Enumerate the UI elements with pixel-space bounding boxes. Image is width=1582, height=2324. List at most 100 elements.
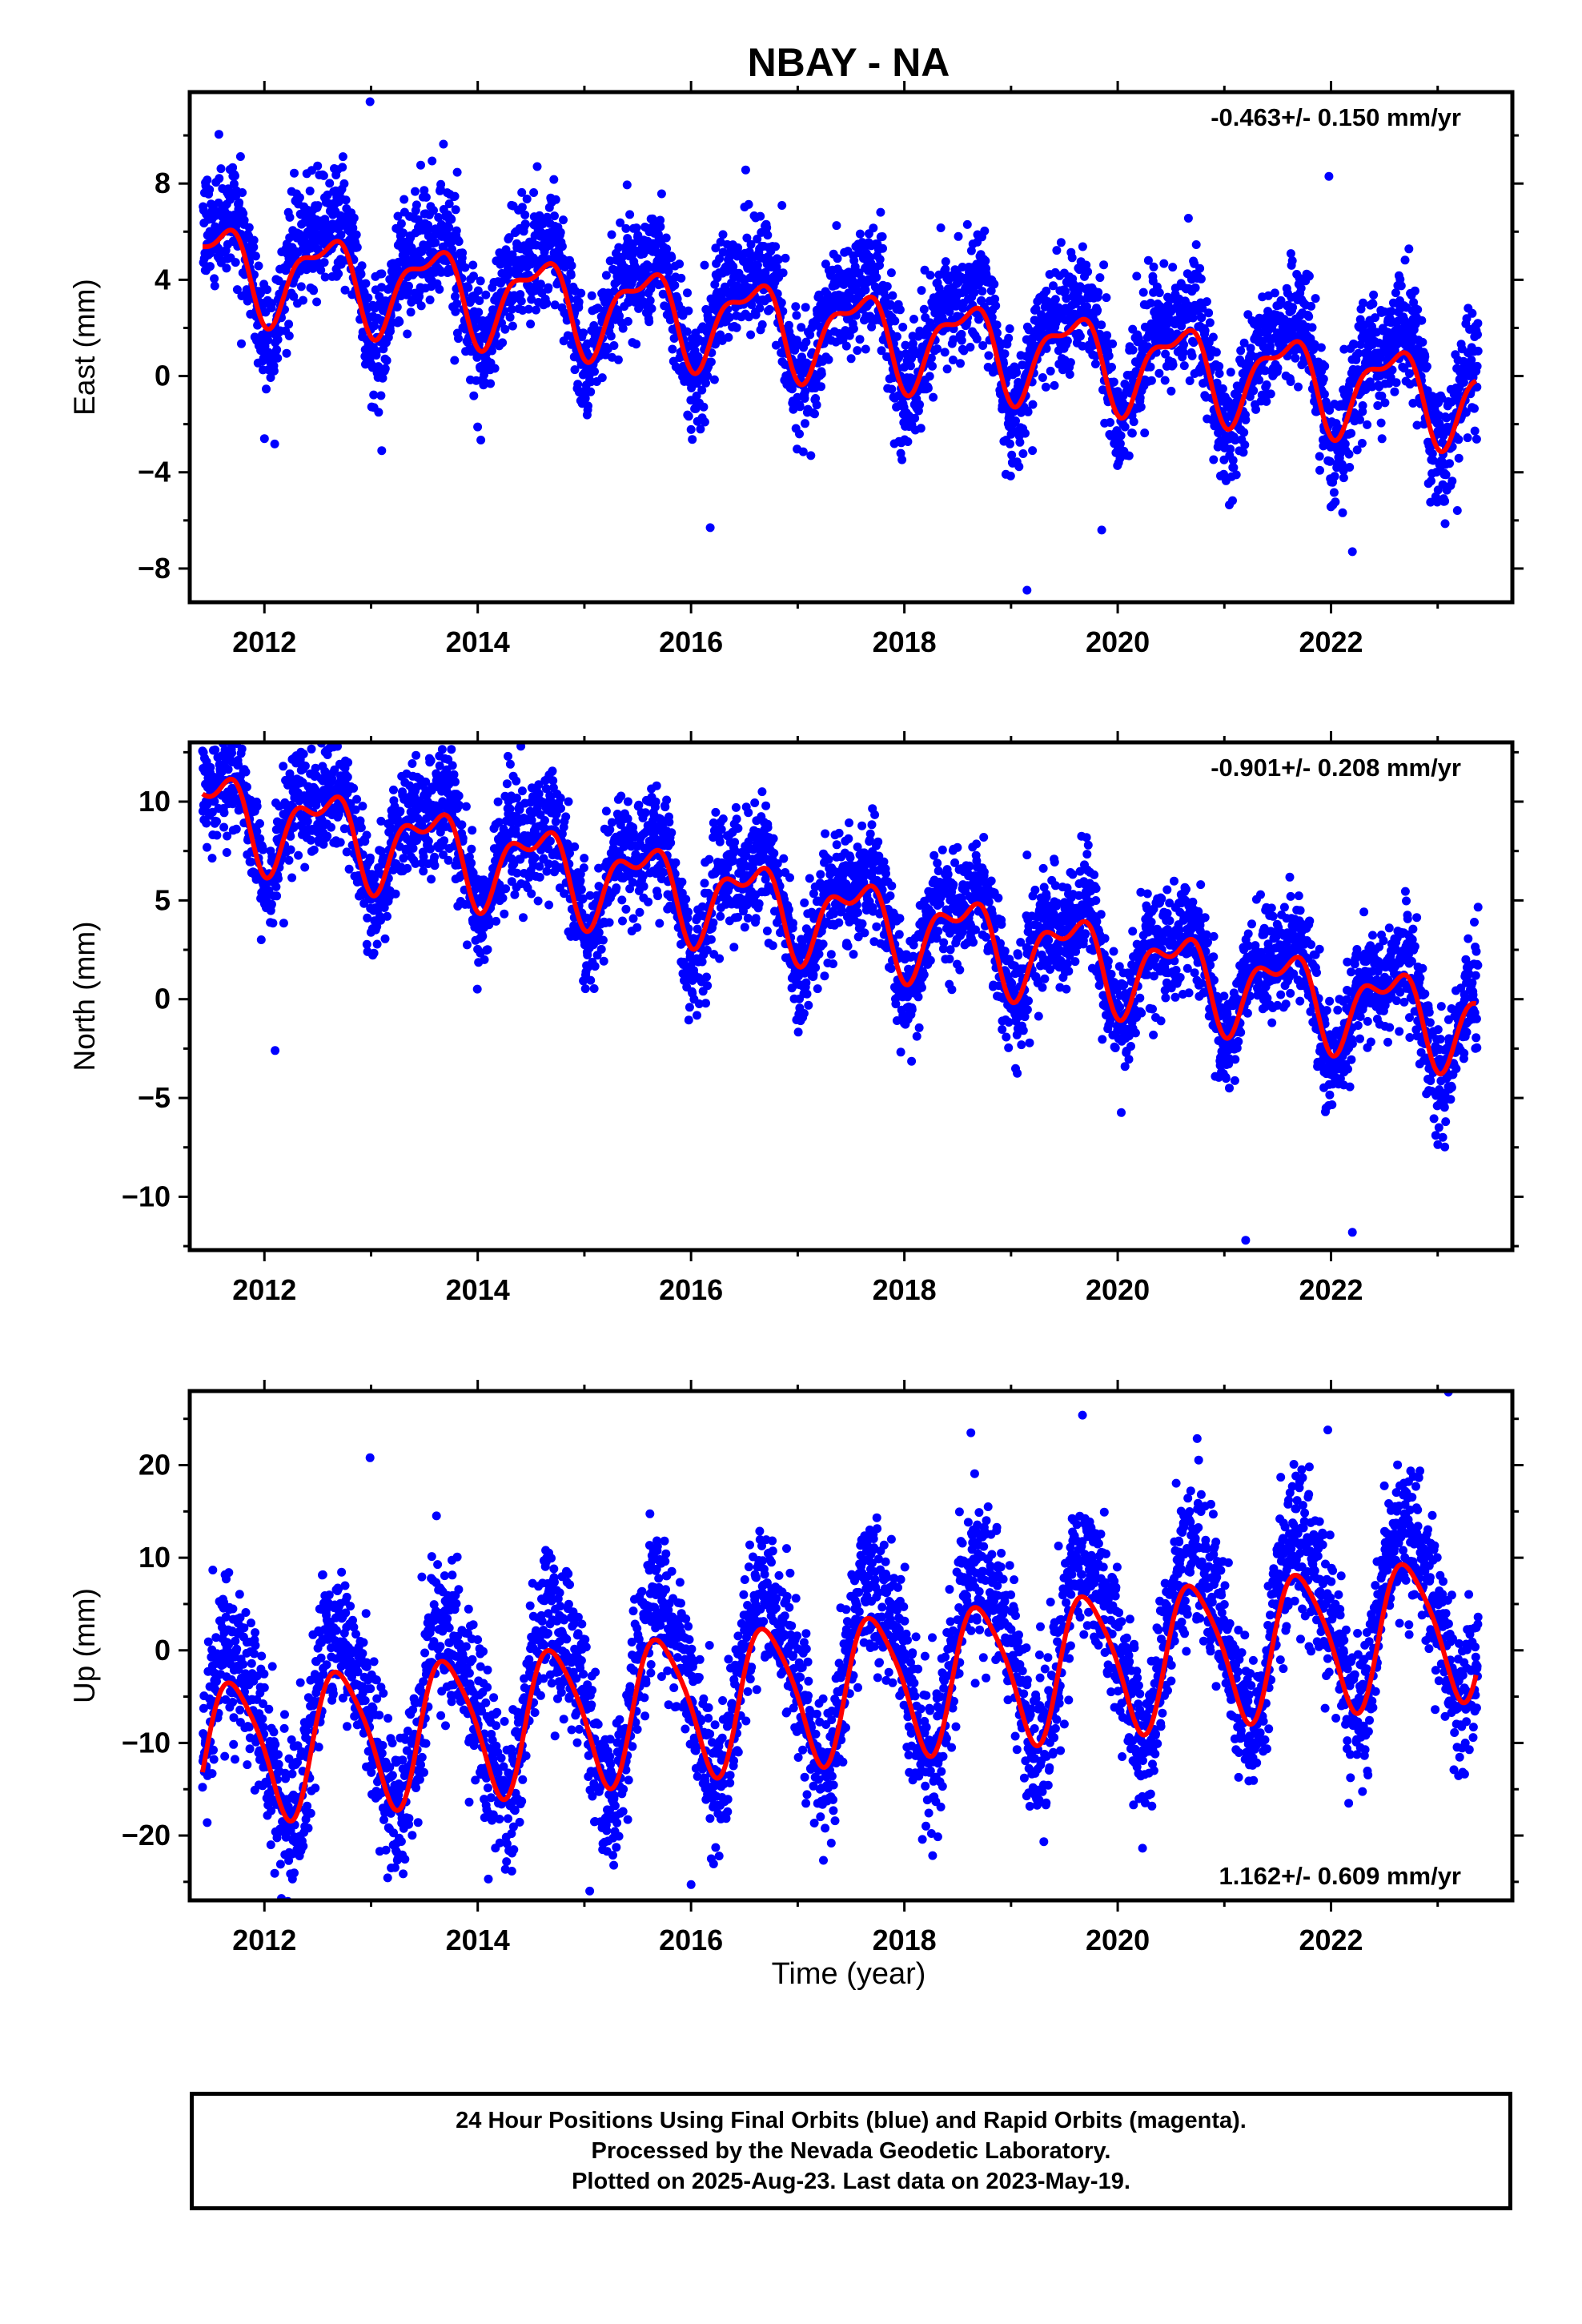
east-point	[1441, 470, 1451, 480]
east-x-tick-label: 2012	[232, 625, 296, 658]
east-point	[590, 367, 599, 376]
east-point	[936, 223, 946, 232]
east-point	[992, 320, 1002, 330]
east-point	[1286, 377, 1295, 386]
east-point	[877, 232, 887, 241]
east-point	[701, 378, 710, 388]
east-point	[249, 243, 259, 252]
east-point	[897, 455, 907, 464]
east-point	[587, 291, 596, 300]
east-point	[496, 259, 505, 269]
north-point	[252, 802, 262, 811]
north-point	[309, 845, 319, 854]
north-point	[306, 835, 315, 845]
east-y-axis-title: East (mm)	[68, 279, 101, 416]
east-point	[1315, 465, 1324, 475]
east-point	[876, 207, 885, 217]
east-point	[696, 424, 705, 434]
north-point	[369, 948, 379, 958]
north-point	[274, 874, 283, 883]
east-x-tick-label: 2014	[446, 625, 510, 658]
east-point	[475, 296, 484, 305]
east-point	[490, 364, 500, 373]
east-point	[647, 304, 656, 313]
east-point	[1014, 462, 1024, 472]
east-point	[299, 296, 307, 305]
east-point	[532, 305, 540, 315]
east-point	[773, 289, 782, 299]
east-point	[263, 285, 272, 295]
east-point	[556, 227, 565, 237]
east-point	[460, 263, 470, 272]
east-point	[890, 316, 900, 326]
east-point	[517, 187, 527, 197]
east-point	[1006, 471, 1015, 480]
north-point	[242, 782, 251, 792]
north-point	[255, 818, 264, 828]
east-point	[923, 384, 933, 393]
east-point	[1066, 358, 1075, 368]
east-point	[464, 283, 473, 292]
east-point	[435, 284, 444, 294]
east-point	[949, 335, 958, 344]
north-point	[237, 744, 247, 754]
east-point	[742, 233, 752, 243]
east-point	[1347, 428, 1356, 438]
north-point	[300, 761, 310, 770]
east-point	[978, 287, 987, 296]
east-point	[972, 334, 982, 344]
east-point	[954, 231, 963, 241]
east-point	[718, 247, 728, 257]
north-point	[219, 822, 229, 832]
east-outlier-point	[705, 523, 715, 533]
east-point	[238, 188, 247, 197]
east-point	[1005, 324, 1014, 333]
east-point	[986, 286, 996, 296]
east-point	[557, 242, 567, 251]
east-point	[310, 226, 319, 235]
east-point	[711, 340, 720, 349]
east-point	[1075, 332, 1085, 341]
east-point	[811, 394, 821, 403]
east-point	[793, 392, 802, 402]
north-point	[352, 794, 362, 804]
east-point	[444, 199, 454, 208]
east-point	[263, 336, 273, 345]
east-point	[1404, 244, 1414, 254]
east-point	[1179, 361, 1189, 371]
east-point	[1004, 333, 1014, 343]
east-point	[942, 364, 952, 374]
east-point	[1454, 435, 1464, 444]
east-point	[411, 187, 420, 196]
east-point	[544, 283, 553, 292]
north-point	[286, 845, 295, 854]
east-point	[1149, 262, 1158, 271]
east-point	[1195, 263, 1205, 273]
east-point	[773, 255, 783, 264]
east-point	[1056, 238, 1066, 247]
east-point	[861, 344, 870, 354]
east-point	[377, 269, 387, 279]
east-point	[781, 253, 790, 263]
east-point	[1185, 376, 1195, 385]
north-point	[202, 818, 211, 828]
east-point	[875, 255, 885, 264]
east-point	[451, 205, 460, 215]
east-point	[380, 364, 390, 373]
east-point	[498, 338, 508, 348]
east-point	[762, 223, 772, 232]
east-point	[239, 209, 248, 219]
east-point	[451, 307, 460, 316]
east-point	[765, 304, 774, 314]
east-point	[709, 375, 719, 384]
east-point	[725, 312, 734, 322]
east-point	[962, 219, 972, 229]
east-point	[285, 212, 295, 222]
east-point	[645, 296, 655, 305]
east-point	[532, 162, 542, 171]
east-point	[980, 226, 990, 235]
east-point	[956, 359, 965, 368]
east-point	[339, 179, 349, 188]
east-point	[447, 215, 456, 224]
east-point	[797, 323, 806, 332]
